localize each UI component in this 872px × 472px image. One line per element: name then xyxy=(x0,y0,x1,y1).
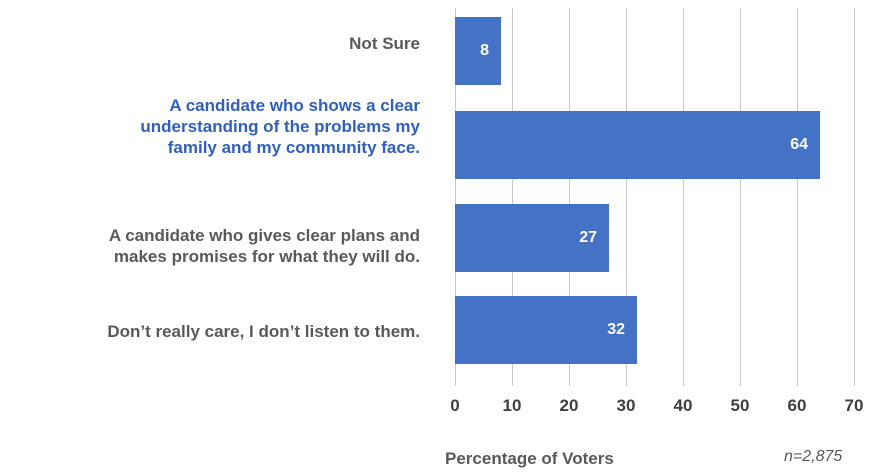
gridline xyxy=(683,8,684,386)
category-label: Not Sure xyxy=(349,34,420,53)
bar-value-label: 27 xyxy=(579,229,597,246)
gridline xyxy=(569,8,570,386)
x-axis-title: Percentage of Voters xyxy=(445,449,614,468)
category-label: A candidate who gives clear plans and ma… xyxy=(108,226,420,266)
bar-value-label: 32 xyxy=(607,321,625,338)
x-tick-label: 60 xyxy=(787,396,807,415)
x-tick-label: 0 xyxy=(450,396,460,415)
x-tick-label: 20 xyxy=(559,396,579,415)
gridline xyxy=(797,8,798,386)
x-tick-label: 10 xyxy=(502,396,522,415)
gridline xyxy=(512,8,513,386)
x-tick-label: 40 xyxy=(673,396,693,415)
gridline xyxy=(455,8,456,386)
bar-value-label: 64 xyxy=(790,136,808,153)
category-label: Don’t really care, I don’t listen to the… xyxy=(107,322,420,341)
bar xyxy=(455,111,820,179)
x-tick-label: 70 xyxy=(844,396,864,415)
sample-size-note: n=2,875 xyxy=(784,448,843,465)
bar xyxy=(455,296,637,364)
gridline xyxy=(854,8,855,386)
x-tick-label: 50 xyxy=(730,396,750,415)
bar xyxy=(455,204,609,272)
x-tick-label: 30 xyxy=(616,396,636,415)
gridline xyxy=(740,8,741,386)
gridline xyxy=(626,8,627,386)
bar xyxy=(455,17,501,85)
category-label: A candidate who shows a clear understand… xyxy=(140,96,420,157)
bar-value-label: 8 xyxy=(480,42,489,59)
